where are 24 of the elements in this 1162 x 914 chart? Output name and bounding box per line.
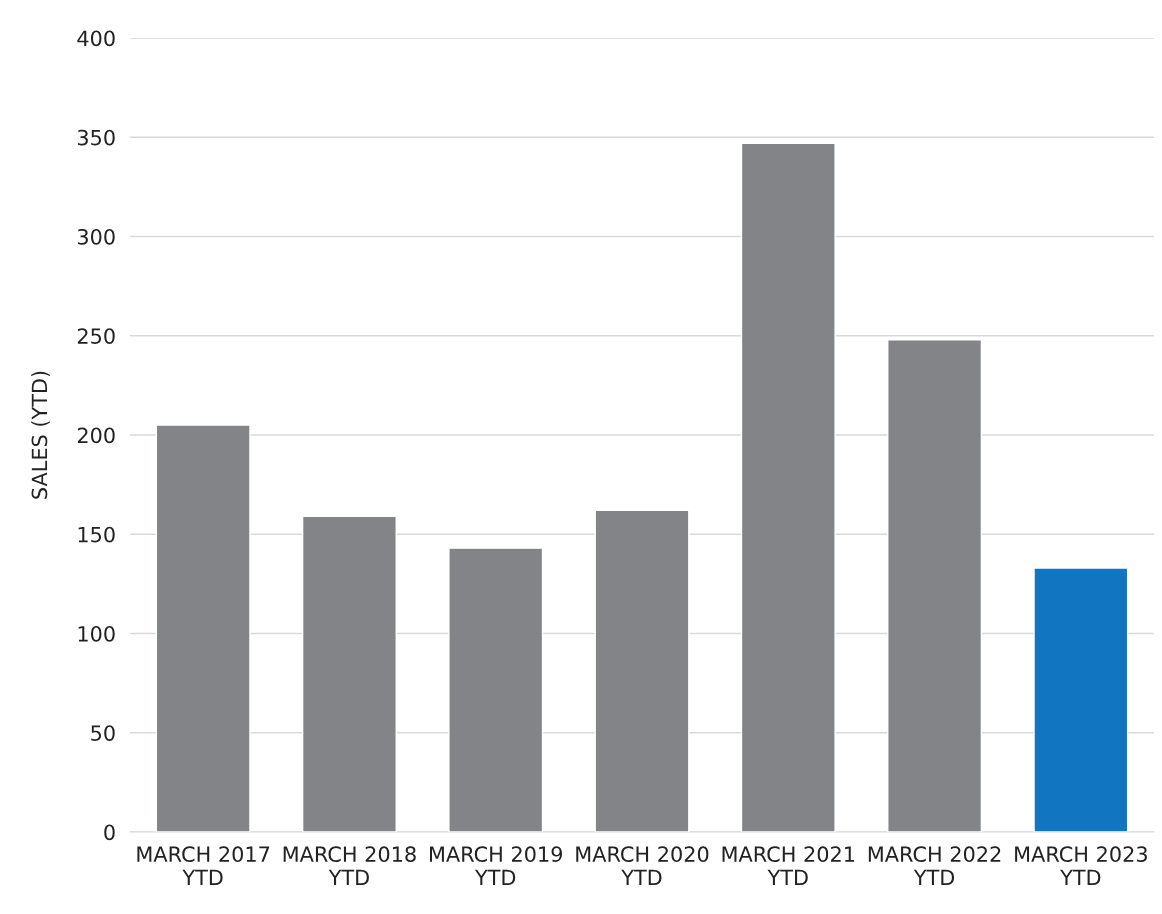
bar [301, 515, 397, 832]
bar [594, 509, 690, 832]
y-tick-label: 250 [77, 328, 115, 344]
y-tick-label: 400 [77, 30, 115, 47]
x-tick-label: MARCH 2023 YTD [1015, 846, 1147, 886]
y-tick-label: 150 [78, 526, 115, 543]
x-tick-label: MARCH 2018 YTD [283, 846, 416, 886]
x-tick-label: MARCH 2021 YTD [722, 846, 855, 886]
y-tick-label: 300 [77, 228, 115, 245]
x-tick-label: MARCH 2020 YTD [576, 846, 709, 886]
bar [155, 424, 251, 832]
y-axis-title: SALES (YTD) [31, 371, 50, 499]
y-tick-label: 0 [104, 824, 115, 841]
bar [1033, 567, 1129, 832]
y-tick-label: 100 [78, 625, 115, 642]
bar [740, 142, 836, 832]
x-tick-label: MARCH 2019 YTD [430, 846, 563, 886]
x-tick-label: MARCH 2017 YTD [137, 846, 270, 886]
x-tick-label: MARCH 2022 YTD [868, 846, 1001, 886]
y-tick-label: 200 [77, 427, 115, 444]
y-tick-label: 50 [91, 725, 115, 741]
y-tick-label: 350 [77, 129, 115, 146]
bar [448, 547, 544, 832]
bar [887, 339, 983, 832]
